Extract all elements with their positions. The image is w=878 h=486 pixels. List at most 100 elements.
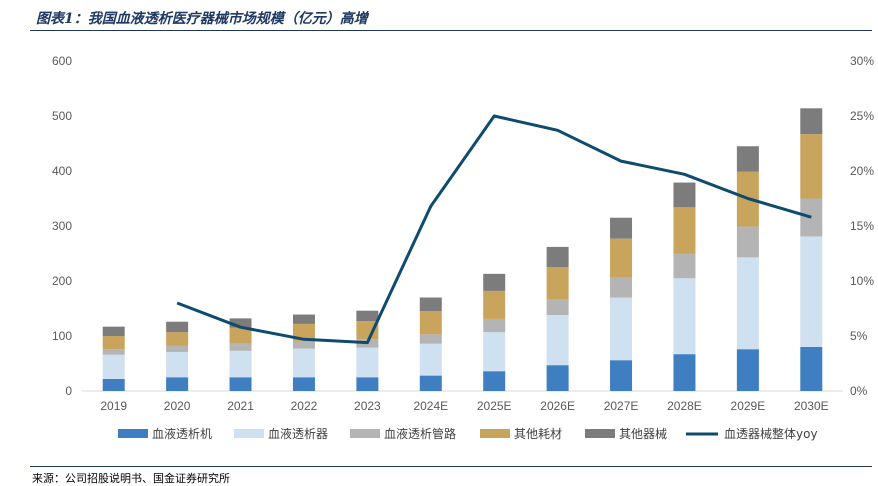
legend-swatch <box>234 429 264 438</box>
bar-segment <box>166 332 189 346</box>
bar-segment <box>419 343 442 376</box>
bar-segment <box>356 377 379 391</box>
bar-segment <box>102 378 125 391</box>
legend-swatch <box>350 429 380 438</box>
bar-segment <box>546 267 569 300</box>
bar-segment <box>673 354 696 391</box>
bar-segment <box>800 198 823 237</box>
x-tick-label: 2022 <box>291 399 318 413</box>
y2-tick-label: 20% <box>850 164 874 178</box>
bar-segment <box>356 347 379 378</box>
yoy-line <box>176 114 812 345</box>
bar-segment <box>229 350 252 378</box>
bar-segment <box>483 273 506 291</box>
legend-swatch <box>118 429 148 438</box>
x-tick-label: 2025E <box>477 399 512 413</box>
legend-label: 血液透析管路 <box>384 426 456 441</box>
bar-segment <box>166 377 189 391</box>
chart-title: 图表1：我国血液透析医疗器械市场规模（亿元）高增 <box>36 11 368 27</box>
bar-segment <box>610 360 633 391</box>
bar-segment <box>229 377 252 391</box>
x-tick-label: 2020 <box>164 399 191 413</box>
y-tick-label: 600 <box>52 54 72 68</box>
x-tick-label: 2019 <box>100 399 127 413</box>
bar-segment <box>673 182 696 208</box>
bar-segment <box>102 354 125 379</box>
y2-tick-label: 10% <box>850 274 874 288</box>
x-tick-label: 2024E <box>413 399 448 413</box>
y-tick-label: 500 <box>52 109 72 123</box>
bar-segment <box>292 348 315 378</box>
legend-label: 血液透析器 <box>268 426 328 441</box>
bar-segment <box>610 238 633 278</box>
x-tick-label: 2029E <box>731 399 766 413</box>
legend-label: 其他器械 <box>619 426 667 441</box>
y-tick-label: 400 <box>52 164 72 178</box>
bar-segment <box>229 327 252 344</box>
bar-segment <box>483 332 506 372</box>
x-tick-label: 2023 <box>354 399 381 413</box>
bar-segment <box>800 134 823 199</box>
legend-label: 血液透析机 <box>152 426 212 441</box>
y2-tick-label: 5% <box>850 329 868 343</box>
bar-segment <box>292 314 315 324</box>
bar-segment <box>102 336 125 350</box>
y-tick-label: 300 <box>52 219 72 233</box>
y2-tick-label: 30% <box>850 54 874 68</box>
bar-segment <box>800 236 823 347</box>
bar-segment <box>736 226 759 258</box>
legend-swatch <box>585 429 615 438</box>
legend-label: 血透器械整体yoy <box>724 426 818 441</box>
bar-segment <box>419 311 442 335</box>
x-tick-label: 2026E <box>540 399 575 413</box>
bar-segment <box>610 297 633 361</box>
bar-segment <box>102 349 125 355</box>
y2-tick-label: 25% <box>850 109 874 123</box>
bar-segment <box>229 343 252 351</box>
bar-segment <box>673 253 696 279</box>
bar-segment <box>419 297 442 312</box>
bar-segment <box>800 108 823 135</box>
bar-segment <box>483 290 506 319</box>
y-tick-label: 0 <box>65 384 72 398</box>
y-tick-label: 200 <box>52 274 72 288</box>
footer-divider <box>30 466 872 467</box>
y-tick-label: 100 <box>52 329 72 343</box>
bar-segment <box>610 217 633 239</box>
bar-segment <box>546 365 569 391</box>
bar-segment <box>800 347 823 391</box>
bar-segment <box>166 345 189 352</box>
bar-segment <box>483 318 506 333</box>
title-divider <box>30 30 872 31</box>
bar-segment <box>166 321 189 333</box>
source-note: 来源：公司招股说明书、国金证券研究所 <box>32 472 230 485</box>
x-tick-label: 2027E <box>604 399 639 413</box>
bar-segment <box>483 371 506 391</box>
bar-segment <box>292 323 315 341</box>
legend-label: 其他耗材 <box>514 427 562 441</box>
bar-segment <box>546 315 569 366</box>
bar-segment <box>673 207 696 254</box>
bar-segment <box>419 334 442 344</box>
bar-segment <box>736 146 759 172</box>
x-tick-label: 2021 <box>227 399 254 413</box>
bar-segment <box>546 246 569 268</box>
bar-segment <box>292 377 315 391</box>
x-tick-label: 2030E <box>794 399 829 413</box>
bar-segment <box>546 299 569 316</box>
bar-segment <box>610 277 633 298</box>
bar-segment <box>673 278 696 355</box>
bar-segment <box>356 321 379 340</box>
bar-segment <box>356 310 379 322</box>
legend-swatch <box>480 429 510 438</box>
bar-segment <box>166 351 189 378</box>
bar-segment <box>736 349 759 391</box>
bar-segment <box>229 318 252 328</box>
y2-tick-label: 0% <box>850 384 868 398</box>
x-tick-label: 2028E <box>667 399 702 413</box>
y2-tick-label: 15% <box>850 219 874 233</box>
bar-segment <box>419 375 442 391</box>
bar-segment <box>736 257 759 350</box>
bar-segment <box>292 340 315 349</box>
